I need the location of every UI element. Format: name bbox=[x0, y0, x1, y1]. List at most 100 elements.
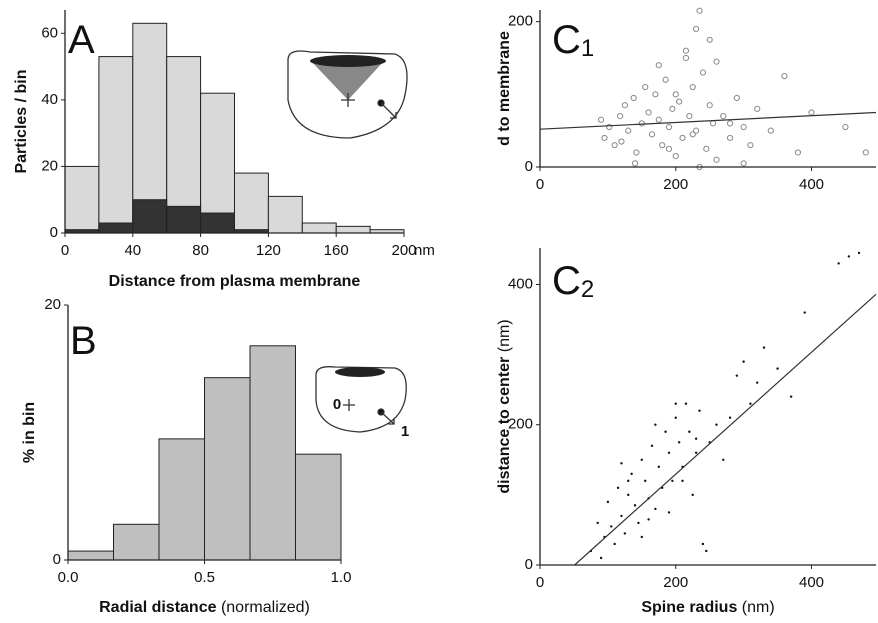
x-tick-label: 160 bbox=[324, 242, 349, 259]
bar bbox=[98, 56, 134, 234]
inset-annotation: 1 bbox=[401, 423, 409, 440]
point bbox=[762, 346, 766, 349]
point bbox=[740, 160, 747, 167]
y-tick-label: 200 bbox=[508, 13, 533, 30]
y-tick-label: 40 bbox=[41, 91, 58, 108]
point bbox=[667, 511, 671, 514]
point bbox=[789, 395, 793, 398]
x-tick-label: 200 bbox=[663, 574, 688, 591]
x-tick-label: 200 bbox=[663, 176, 688, 193]
point bbox=[672, 152, 679, 160]
point bbox=[713, 156, 720, 163]
inset-center bbox=[343, 399, 355, 411]
point bbox=[664, 430, 667, 433]
point bbox=[684, 402, 688, 405]
point bbox=[616, 486, 620, 490]
point bbox=[648, 131, 656, 138]
point bbox=[597, 116, 605, 123]
bar bbox=[200, 212, 236, 234]
point bbox=[722, 458, 725, 462]
inset-arrow bbox=[380, 411, 395, 425]
point bbox=[616, 113, 624, 120]
point bbox=[613, 542, 616, 546]
point bbox=[638, 120, 645, 127]
bar bbox=[301, 222, 337, 234]
bar bbox=[335, 225, 371, 234]
point bbox=[686, 113, 693, 120]
point bbox=[644, 479, 647, 483]
bar bbox=[267, 195, 303, 234]
point bbox=[665, 145, 673, 152]
panel-letter: A bbox=[68, 18, 95, 62]
point bbox=[655, 116, 662, 123]
bar bbox=[158, 438, 206, 561]
point bbox=[747, 142, 754, 149]
point bbox=[620, 514, 623, 518]
y-tick-label: 0 bbox=[525, 556, 533, 573]
bar bbox=[113, 523, 160, 561]
point bbox=[611, 142, 618, 149]
point bbox=[808, 109, 815, 116]
x-tick-label: 400 bbox=[799, 176, 824, 193]
y-axis-label: % in bin bbox=[21, 402, 38, 463]
y-tick-label: 0 bbox=[53, 551, 61, 568]
y-tick-label: 0 bbox=[50, 224, 58, 241]
bar bbox=[166, 205, 202, 234]
point bbox=[715, 423, 718, 426]
point bbox=[682, 47, 690, 54]
y-axis-title: % in bin bbox=[21, 402, 38, 463]
panel-label: C1 bbox=[552, 18, 594, 63]
point bbox=[701, 542, 705, 546]
inset-a bbox=[287, 50, 408, 139]
point bbox=[696, 7, 703, 14]
point bbox=[740, 123, 747, 131]
point bbox=[662, 76, 669, 83]
bar bbox=[132, 199, 168, 234]
y-tick-label: 60 bbox=[41, 24, 58, 41]
y-axis-unit: (nm) bbox=[496, 319, 513, 352]
point bbox=[667, 451, 671, 454]
point bbox=[756, 381, 759, 384]
point bbox=[726, 120, 734, 127]
x-axis-label: Distance from plasma membrane bbox=[109, 273, 361, 290]
point bbox=[694, 437, 698, 440]
y-tick-label: 400 bbox=[508, 275, 533, 292]
point bbox=[776, 367, 779, 370]
point bbox=[689, 131, 696, 138]
point bbox=[688, 430, 691, 433]
x-tick-label: 0 bbox=[536, 574, 544, 591]
x-tick-label: 0 bbox=[536, 176, 544, 193]
x-axis-label: Spine radius (nm) bbox=[641, 599, 774, 616]
fit-line bbox=[574, 293, 877, 566]
point bbox=[698, 409, 701, 412]
x-tick-label: 80 bbox=[192, 242, 209, 259]
inset-psd bbox=[335, 367, 385, 377]
x-tick-label: 200 bbox=[391, 242, 416, 259]
x-tick-label: 1.0 bbox=[331, 569, 352, 586]
point bbox=[665, 123, 673, 131]
point bbox=[742, 360, 745, 363]
point bbox=[706, 36, 713, 43]
y-axis-label: Particles / bin bbox=[13, 69, 30, 173]
point bbox=[669, 105, 676, 112]
point bbox=[654, 423, 657, 426]
point bbox=[637, 521, 640, 525]
panel-label: C2 bbox=[552, 259, 594, 304]
bar bbox=[200, 92, 236, 234]
inset-outline bbox=[315, 366, 407, 433]
point bbox=[631, 160, 639, 167]
point bbox=[625, 127, 632, 134]
bar bbox=[234, 172, 269, 234]
y-tick-label: 20 bbox=[41, 157, 58, 174]
point bbox=[726, 134, 734, 142]
point bbox=[794, 149, 802, 156]
panel-letter: B bbox=[70, 319, 97, 363]
point bbox=[630, 94, 637, 102]
point bbox=[693, 25, 700, 32]
panel-subscript: 2 bbox=[581, 276, 594, 303]
point bbox=[693, 127, 700, 134]
y-tick-label: 20 bbox=[44, 296, 61, 313]
point bbox=[620, 462, 623, 465]
point bbox=[659, 142, 666, 149]
